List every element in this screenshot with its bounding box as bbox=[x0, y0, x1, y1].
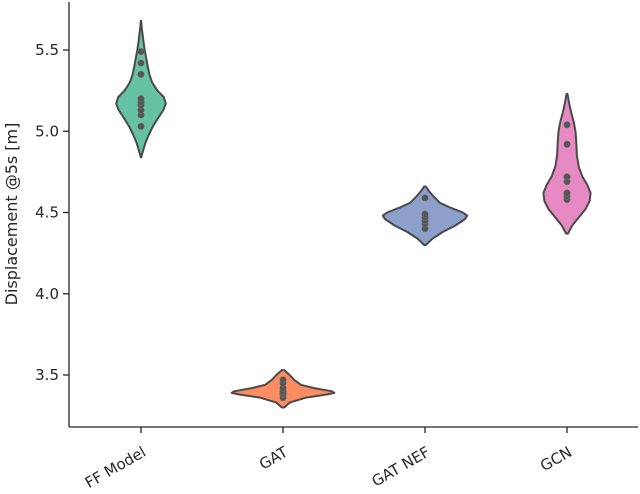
y-tick-label: 5.0 bbox=[35, 122, 59, 140]
data-point bbox=[563, 173, 571, 181]
y-tick-label: 3.5 bbox=[35, 366, 59, 384]
data-point bbox=[421, 210, 429, 218]
y-tick-label: 4.0 bbox=[35, 285, 59, 303]
y-tick-label: 4.5 bbox=[35, 204, 59, 222]
data-point bbox=[563, 189, 571, 197]
data-point bbox=[137, 48, 145, 56]
x-tick-label: GAT bbox=[256, 442, 292, 473]
data-point bbox=[137, 95, 145, 103]
data-point bbox=[563, 121, 571, 129]
y-axis-ticks: 3.5 4.0 4.5 5.0 5.5 bbox=[35, 41, 69, 384]
x-tick-label: GAT NEF bbox=[369, 443, 433, 491]
plot-area bbox=[115, 19, 592, 409]
violin-ff-model bbox=[115, 19, 167, 159]
y-tick-label: 5.5 bbox=[35, 41, 59, 59]
x-axis-ticks: FF Model GAT GAT NEF GCN bbox=[82, 427, 575, 492]
violin-gcn bbox=[542, 92, 592, 235]
data-point bbox=[563, 140, 571, 148]
data-point bbox=[421, 194, 429, 202]
y-axis-label: Displacement @5s [m] bbox=[2, 123, 21, 306]
x-tick-label: FF Model bbox=[82, 443, 149, 492]
data-point bbox=[279, 376, 287, 384]
data-point bbox=[137, 122, 145, 130]
data-point bbox=[137, 59, 145, 67]
x-tick-label: GCN bbox=[537, 443, 575, 475]
data-point bbox=[137, 70, 145, 78]
